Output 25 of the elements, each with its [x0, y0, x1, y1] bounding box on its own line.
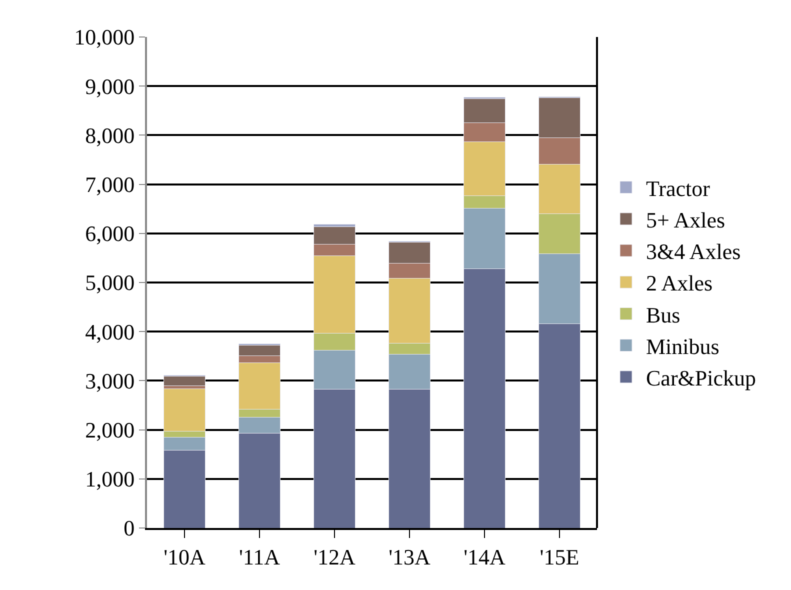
x-tick-label: '12A: [314, 544, 356, 570]
y-tick-label: 6,000: [85, 221, 135, 246]
legend-label: Car&Pickup: [646, 365, 756, 390]
y-tick-label: 2,000: [85, 418, 135, 442]
y-tick-label: 0: [124, 516, 135, 541]
bar: [164, 376, 206, 386]
x-tick-label: '15E: [540, 544, 580, 570]
legend-label: 2 Axles: [646, 270, 713, 296]
legend-label: 3&4 Axles: [646, 239, 741, 264]
y-tick-label: 10,000: [74, 24, 135, 50]
y-tick-label: 7,000: [85, 172, 135, 197]
legend-label: Tractor: [646, 176, 711, 201]
y-tick-label: 3,000: [85, 368, 135, 394]
x-tick-label: '10A: [164, 544, 206, 570]
y-tick-label: 5,000: [85, 270, 135, 296]
y-tick-label: 8,000: [85, 122, 135, 148]
legend-label: 5+ Axles: [646, 207, 726, 232]
x-tick-label: '14A: [464, 544, 506, 570]
legend-label: Minibus: [646, 334, 720, 359]
legend-label: Bus: [646, 302, 680, 328]
y-tick-label: 1,000: [85, 466, 135, 492]
y-tick-label: 9,000: [85, 74, 135, 99]
y-tick-label: 4,000: [85, 319, 135, 344]
x-tick-label: '11A: [238, 544, 280, 570]
x-tick-label: '13A: [388, 544, 431, 570]
